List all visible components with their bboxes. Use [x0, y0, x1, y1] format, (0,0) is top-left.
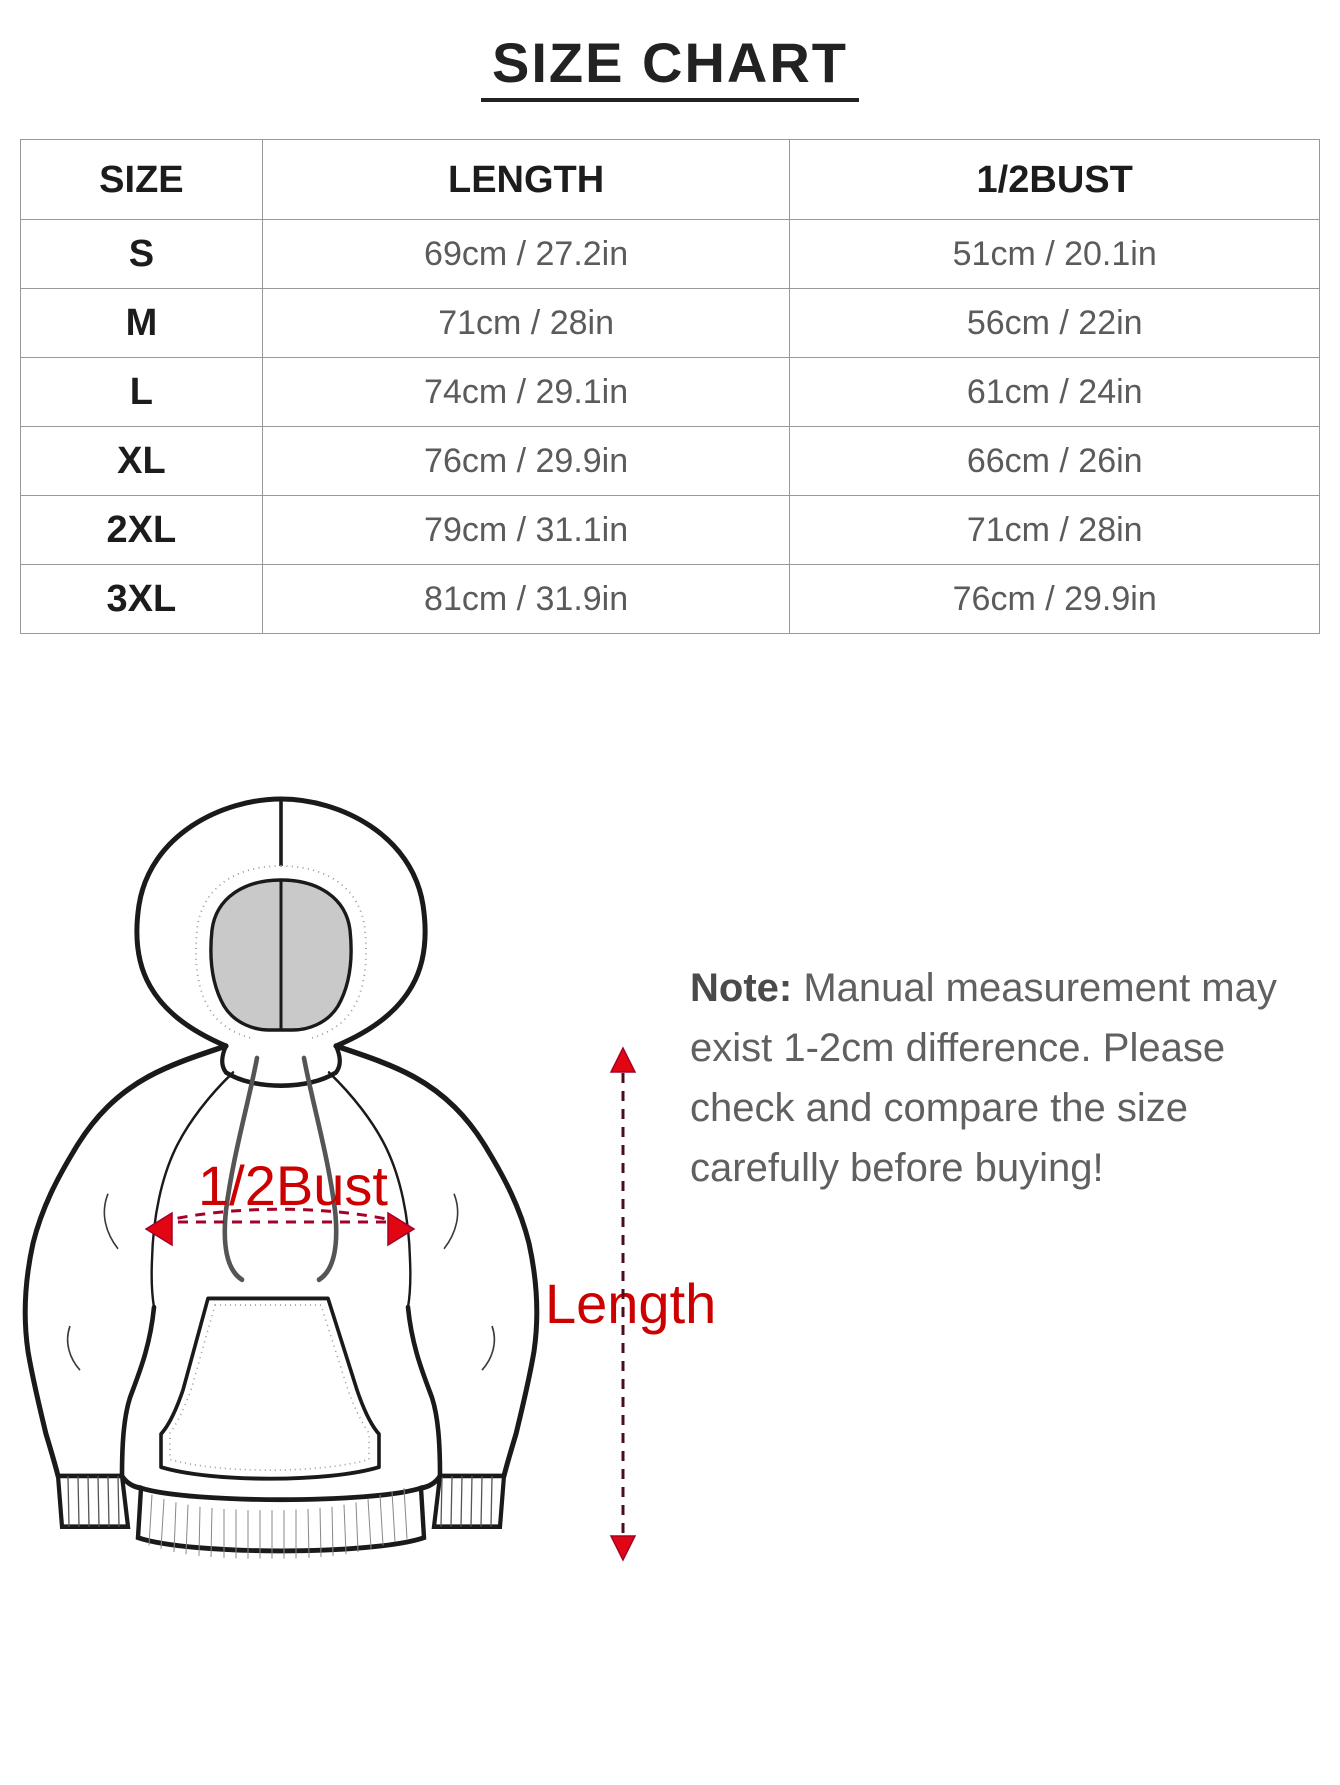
- svg-text:Length: Length: [545, 1272, 716, 1335]
